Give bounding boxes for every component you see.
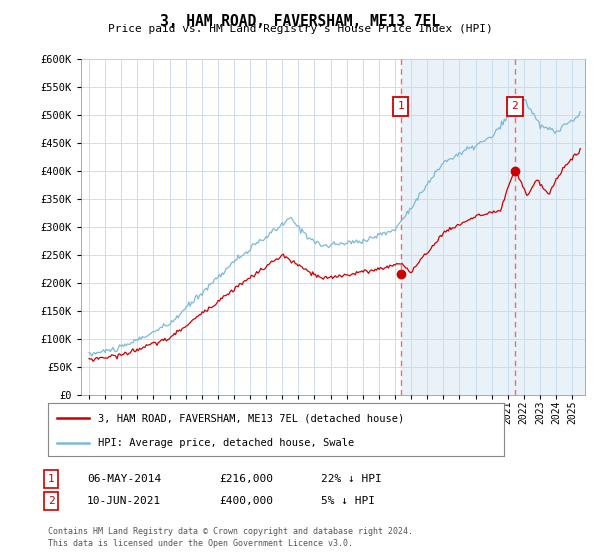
Text: 5% ↓ HPI: 5% ↓ HPI: [321, 496, 375, 506]
Text: 06-MAY-2014: 06-MAY-2014: [87, 474, 161, 484]
Text: 1: 1: [397, 101, 404, 111]
Text: 2: 2: [47, 496, 55, 506]
Bar: [401, 59, 585, 395]
Text: 2: 2: [511, 101, 518, 111]
Text: This data is licensed under the Open Government Licence v3.0.: This data is licensed under the Open Gov…: [48, 539, 353, 548]
Text: 3, HAM ROAD, FAVERSHAM, ME13 7EL (detached house): 3, HAM ROAD, FAVERSHAM, ME13 7EL (detach…: [98, 413, 404, 423]
Text: £216,000: £216,000: [219, 474, 273, 484]
Text: £400,000: £400,000: [219, 496, 273, 506]
Text: 22% ↓ HPI: 22% ↓ HPI: [321, 474, 382, 484]
Text: HPI: Average price, detached house, Swale: HPI: Average price, detached house, Swal…: [98, 438, 355, 448]
Text: 3, HAM ROAD, FAVERSHAM, ME13 7EL: 3, HAM ROAD, FAVERSHAM, ME13 7EL: [160, 14, 440, 29]
Text: 1: 1: [47, 474, 55, 484]
Text: Contains HM Land Registry data © Crown copyright and database right 2024.: Contains HM Land Registry data © Crown c…: [48, 528, 413, 536]
Text: 10-JUN-2021: 10-JUN-2021: [87, 496, 161, 506]
Text: Price paid vs. HM Land Registry's House Price Index (HPI): Price paid vs. HM Land Registry's House …: [107, 24, 493, 34]
